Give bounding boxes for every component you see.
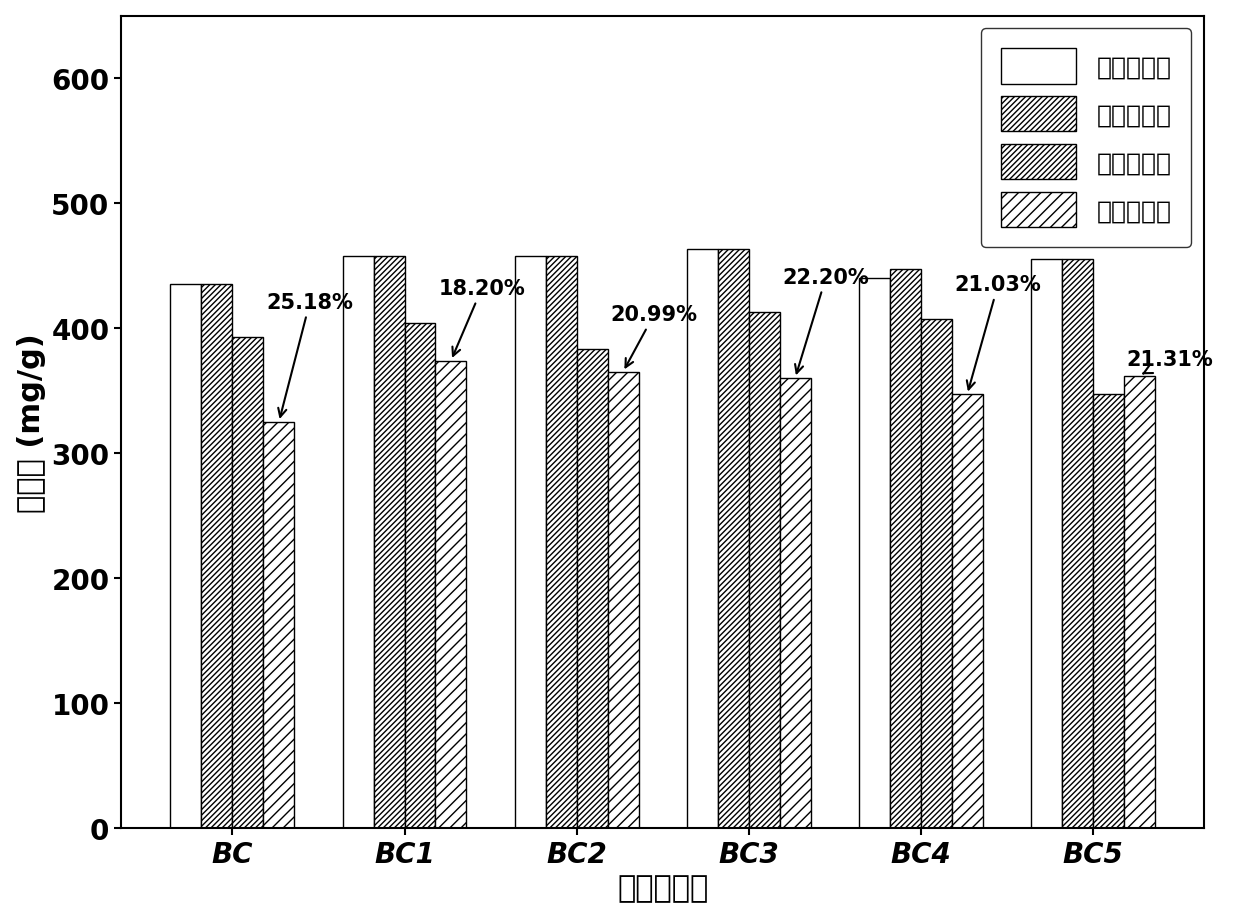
Bar <box>748 312 779 828</box>
Bar <box>717 250 748 828</box>
Text: 18.20%: 18.20% <box>439 278 525 357</box>
Bar <box>921 320 952 828</box>
Bar <box>545 256 576 828</box>
X-axis label: 改性生物炭: 改性生物炭 <box>617 873 709 902</box>
Bar <box>514 256 545 828</box>
Text: 21.31%: 21.31% <box>1126 350 1214 374</box>
Bar <box>1093 395 1124 828</box>
Bar <box>607 372 638 828</box>
Bar <box>342 256 373 828</box>
Bar <box>952 395 983 828</box>
Text: 22.20%: 22.20% <box>783 267 870 374</box>
Legend: 第一次吸附, 第二次吸附, 第三次吸附, 第四次吸附: 第一次吸附, 第二次吸附, 第三次吸附, 第四次吸附 <box>981 29 1192 248</box>
Bar <box>404 323 435 828</box>
Bar <box>576 350 607 828</box>
Bar <box>859 278 890 828</box>
Text: 20.99%: 20.99% <box>611 305 698 368</box>
Bar <box>202 285 233 828</box>
Text: 25.18%: 25.18% <box>266 292 353 417</box>
Bar <box>233 337 264 828</box>
Bar <box>779 379 810 828</box>
Bar <box>1124 376 1155 828</box>
Bar <box>171 285 202 828</box>
Bar <box>1031 260 1062 828</box>
Bar <box>373 256 404 828</box>
Bar <box>435 361 466 828</box>
Bar <box>264 423 295 828</box>
Text: 21.03%: 21.03% <box>955 275 1042 390</box>
Bar <box>686 250 717 828</box>
Bar <box>1062 260 1093 828</box>
Y-axis label: 吸附量 (mg/g): 吸附量 (mg/g) <box>16 333 46 512</box>
Bar <box>890 270 921 828</box>
